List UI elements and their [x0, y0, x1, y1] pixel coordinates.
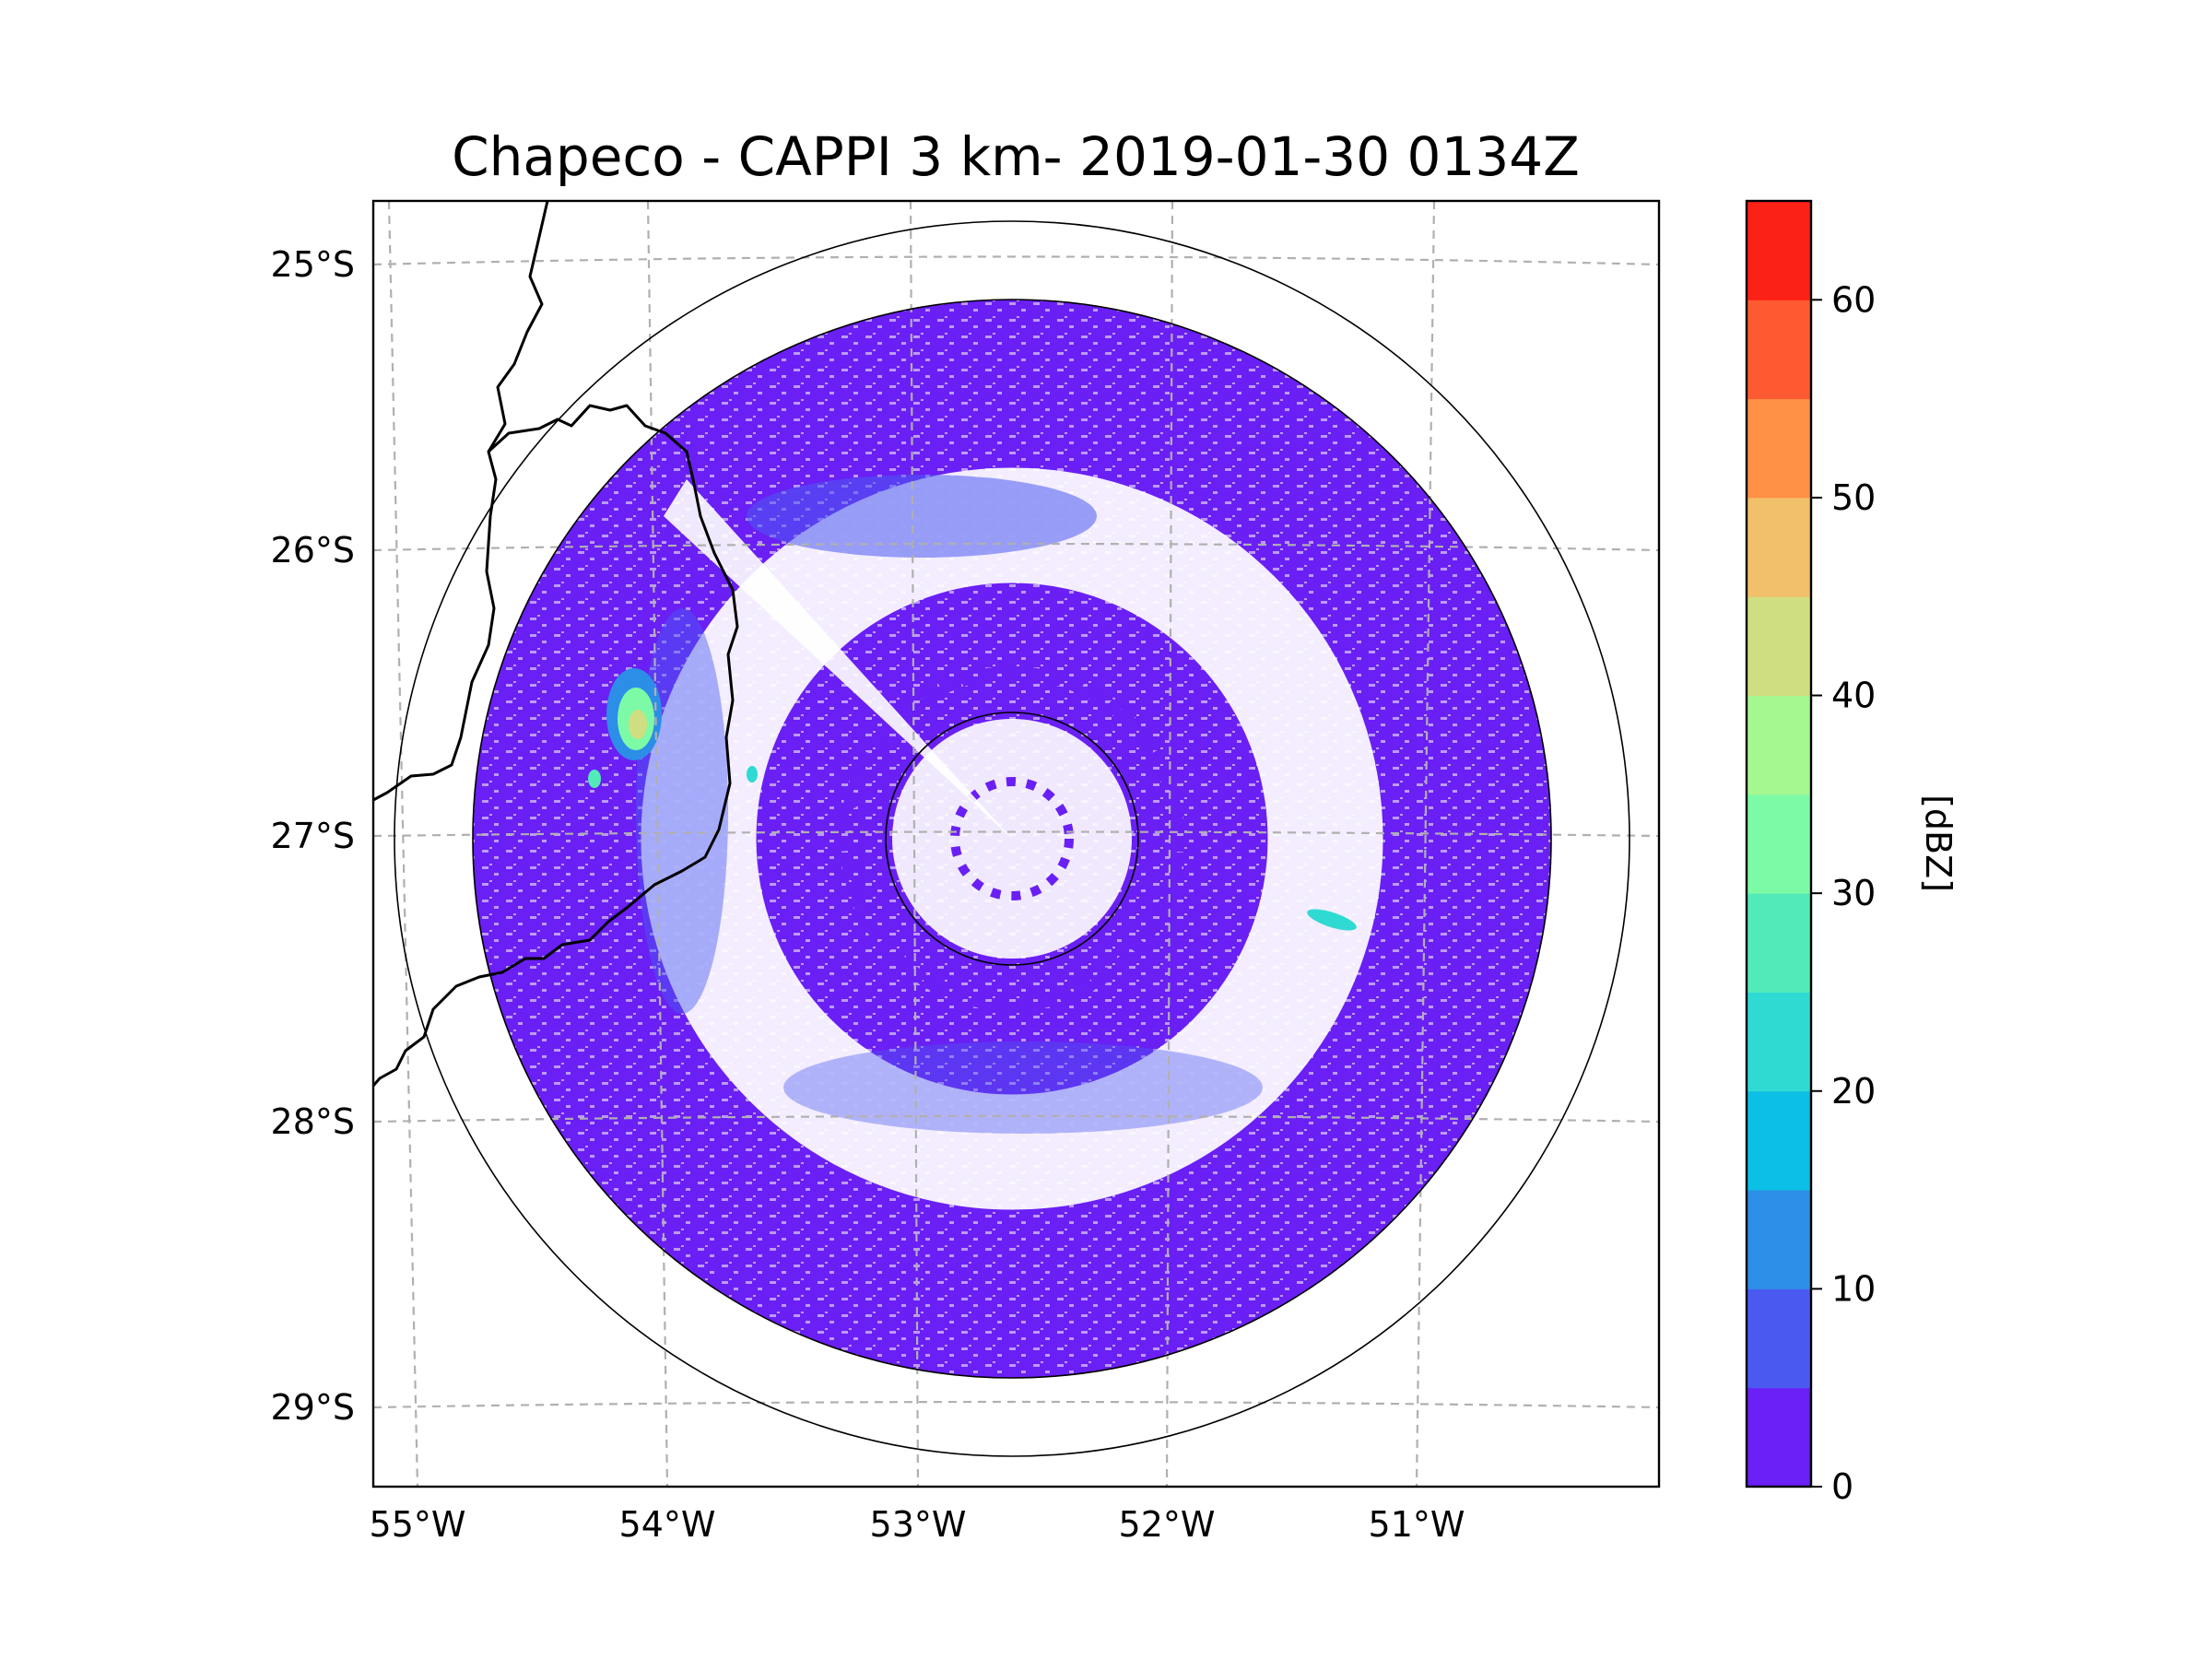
colorbar-bin-2	[1747, 1190, 1811, 1289]
colorbar-bin-8	[1747, 596, 1811, 697]
echo-patch-west	[636, 608, 728, 1014]
inner-speckle	[840, 666, 1184, 1011]
map-frame	[371, 199, 1661, 1488]
colorbar-tick-label: 50	[1831, 477, 1876, 518]
x-tick-52W: 52°W	[1119, 1504, 1216, 1545]
colorbar-tick-label: 20	[1831, 1071, 1876, 1112]
colorbar-tick-label: 30	[1831, 873, 1876, 913]
x-tick-54W: 54°W	[619, 1504, 716, 1545]
x-tick-53W: 53°W	[870, 1504, 967, 1545]
colorbar-frame	[1745, 199, 1813, 1488]
x-tick-55W: 55°W	[370, 1504, 466, 1545]
colorbar	[1747, 201, 1811, 1488]
range-rings	[394, 220, 1630, 1457]
y-tick-26S: 26°S	[271, 530, 355, 571]
colorbar-bin-9	[1747, 497, 1811, 597]
colorbar-bin-6	[1747, 794, 1811, 894]
small-echo-2	[747, 766, 758, 782]
colorbar-bin-12	[1747, 201, 1811, 300]
colorbar-label: [dBZ]	[1918, 794, 1959, 892]
x-tick-51W: 51°W	[1369, 1504, 1465, 1545]
colorbar-bin-4	[1747, 992, 1811, 1092]
x-tick-labels: 55°W 54°W 53°W 52°W 51°W	[370, 1504, 1465, 1545]
beam-blockage	[664, 479, 1012, 839]
echo-streak	[1307, 909, 1357, 931]
y-tick-29S: 29°S	[271, 1387, 355, 1428]
colorbar-bin-7	[1747, 695, 1811, 795]
colorbar-ticks: 0 10 20 30 40 50 60	[1811, 279, 1876, 1507]
colorbar-bin-0	[1747, 1387, 1811, 1488]
small-echo	[588, 770, 601, 788]
inner-speckle-2	[950, 777, 1074, 900]
colorbar-bin-3	[1747, 1090, 1811, 1191]
echo-patch-north	[747, 475, 1097, 558]
y-tick-labels: 25°S 26°S 27°S 28°S 29°S	[271, 244, 355, 1428]
border-west	[373, 201, 549, 802]
y-tick-25S: 25°S	[271, 244, 355, 285]
echo-patch-south	[783, 1041, 1263, 1134]
convective-cell-core	[629, 710, 647, 739]
colorbar-bin-10	[1747, 398, 1811, 499]
colorbar-tick-label: 10	[1831, 1268, 1876, 1309]
map-area	[373, 201, 1659, 1487]
borders	[373, 201, 739, 1087]
y-tick-28S: 28°S	[271, 1101, 355, 1142]
gridlines	[373, 201, 1659, 1487]
colorbar-bin-11	[1747, 300, 1811, 400]
colorbar-tick-label: 0	[1831, 1466, 1853, 1507]
colorbar-bin-1	[1747, 1288, 1811, 1389]
border-state	[373, 404, 739, 1087]
chart-title: Chapeco - CAPPI 3 km- 2019-01-30 0134Z	[452, 125, 1580, 188]
colorbar-tick-label: 40	[1831, 676, 1876, 716]
y-tick-27S: 27°S	[271, 816, 355, 856]
colorbar-tick-label: 60	[1831, 279, 1876, 320]
colorbar-bin-5	[1747, 893, 1811, 993]
